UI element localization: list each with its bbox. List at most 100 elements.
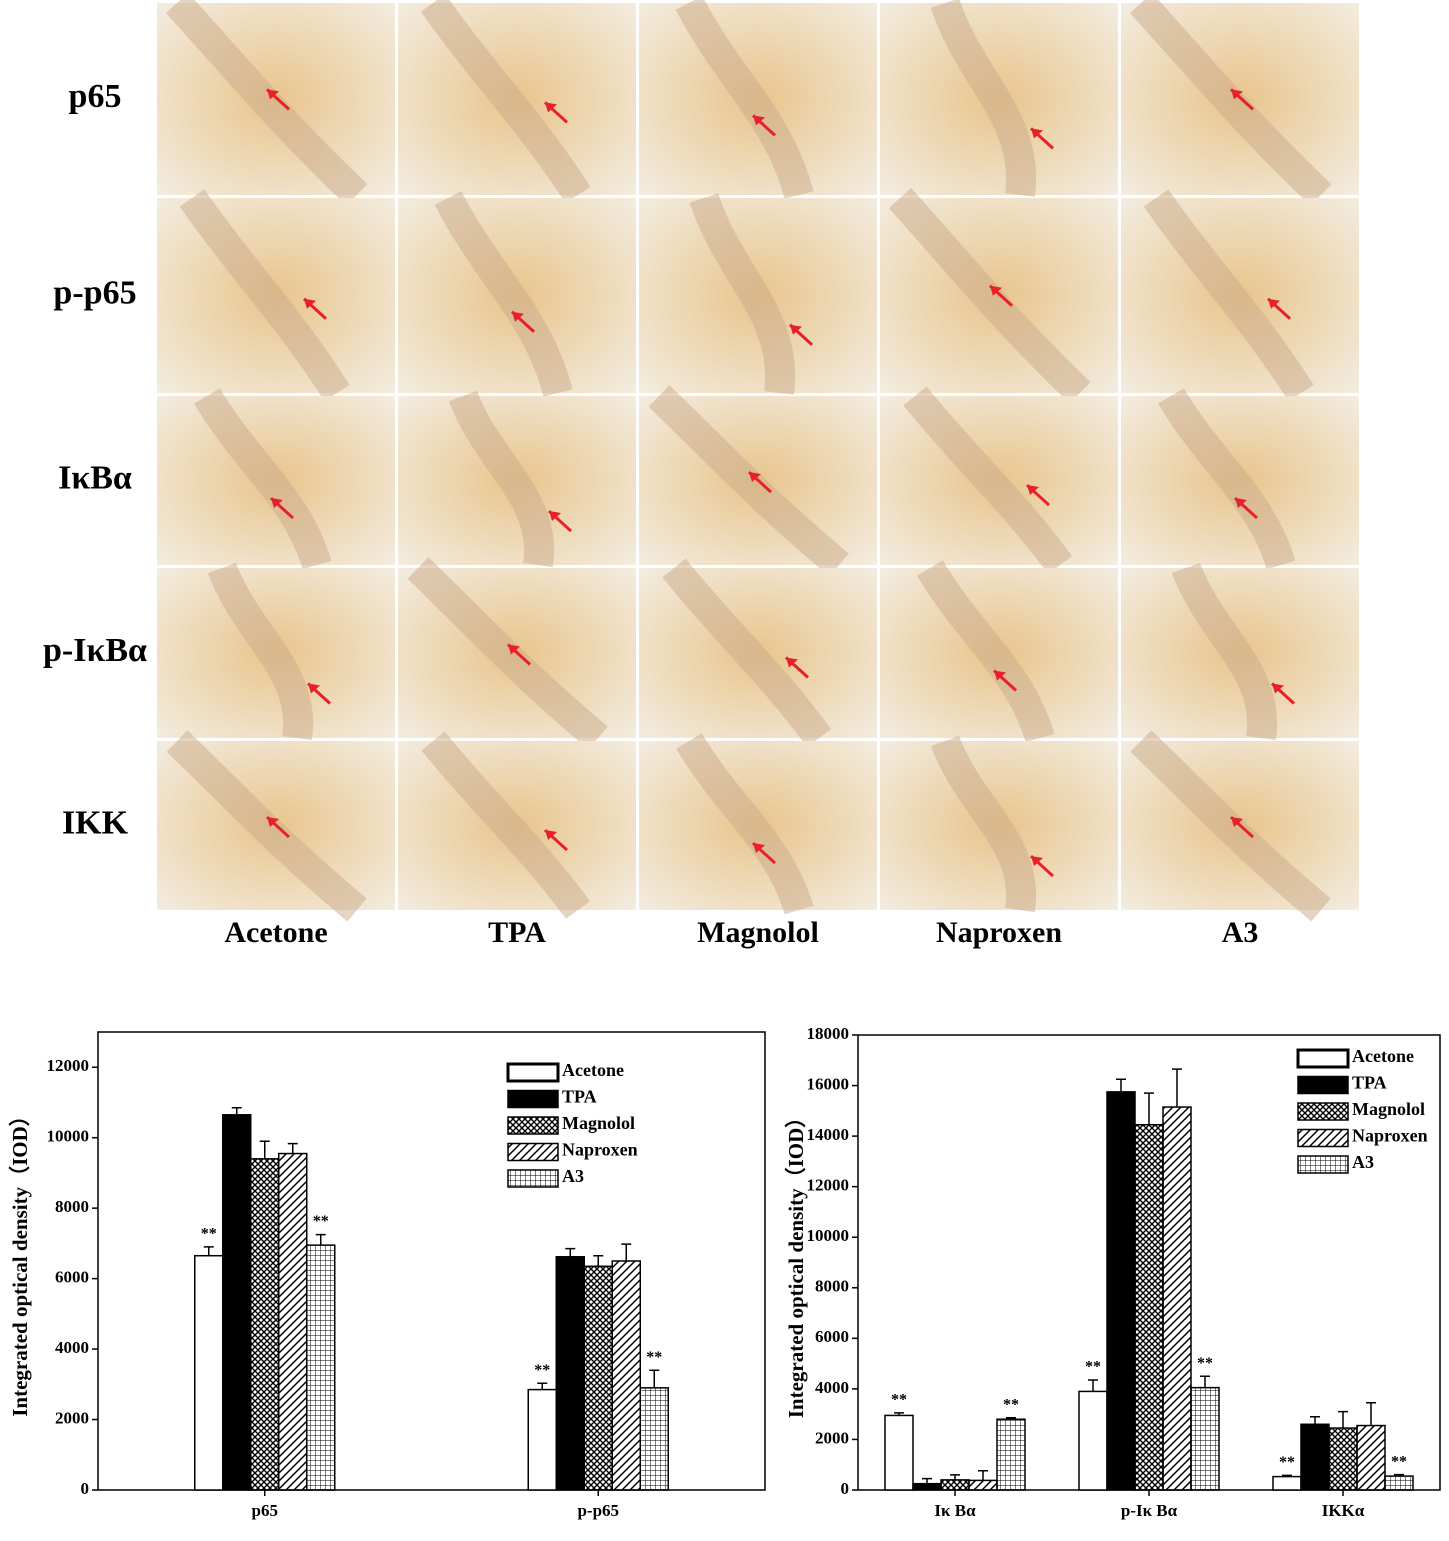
arrow-head [304,298,316,309]
legend-label: Magnolol [562,1113,635,1133]
legend-label: A3 [562,1166,584,1186]
error-bar [1200,1375,1210,1388]
tissue-band [407,557,608,750]
bar [1162,1106,1192,1491]
bar [278,1152,308,1491]
bar [306,1244,336,1491]
error-bar [231,1107,242,1115]
legend-swatch [507,1142,559,1162]
y-tick-label: 4000 [815,1378,849,1397]
bar [912,1482,942,1491]
significance: ** [1197,1355,1213,1372]
error-bar [894,1412,904,1416]
tissue-band [888,187,1091,404]
tissue-band [689,193,796,395]
y-tick-label: 2000 [815,1428,849,1447]
error-bar [203,1246,214,1256]
y-tick-label: 14000 [807,1125,850,1144]
significance: ** [891,1392,907,1409]
legend-label: TPA [1352,1073,1387,1093]
error-bar [1172,1068,1182,1108]
row-label: IKK [62,804,129,841]
x-tick-label: p65 [252,1501,278,1520]
bar [1190,1386,1220,1491]
tissue-band [194,388,332,570]
tissue-band [917,560,1055,743]
bar [1300,1423,1330,1491]
tissue-band [166,730,367,922]
tissue-band [179,189,350,402]
y-tick-label: 0 [841,1479,850,1498]
error-bar [1144,1092,1154,1125]
arrow-head [1235,498,1247,509]
bar [1328,1427,1358,1491]
column-label: Magnolol [697,916,819,949]
tissue-band [1130,730,1331,922]
arrow-head [545,830,557,841]
error-bar [315,1233,326,1246]
row-label: IκBα [58,459,132,496]
error-bar [565,1247,576,1257]
arrow-head [1268,298,1280,309]
column-label: A3 [1222,916,1259,949]
y-tick-label: 10000 [807,1226,850,1245]
tissue-band [434,191,573,397]
error-bar [1394,1473,1404,1477]
x-tick-label: IKKα [1322,1501,1365,1520]
x-tick-label: p-Iκ Bα [1121,1501,1178,1520]
row-label: p65 [69,78,122,115]
bar [611,1260,641,1491]
y-axis-label: Integrated optical density（IOD） [8,1105,32,1417]
legend-swatch [1297,1128,1349,1148]
column-label: Acetone [224,916,327,949]
row-label: p-p65 [53,274,136,311]
significance: ** [1003,1396,1019,1413]
tissue-band [421,731,591,919]
arrow-head [1272,683,1284,694]
x-tick-label: p-p65 [577,1501,619,1520]
y-tick-label: 12000 [807,1176,850,1195]
arrow-head [267,817,279,828]
error-bar [287,1142,298,1154]
legend-swatch [1296,1048,1350,1069]
error-bar [593,1254,604,1267]
tissue-band [420,0,591,204]
y-tick-label: 18000 [807,1024,850,1043]
legend-swatch [507,1116,559,1135]
tissue-band [675,0,814,199]
y-tick-label: 2000 [55,1408,89,1427]
tissue-band [1129,0,1332,206]
arrow-head [990,285,1002,296]
tissue-band [930,0,1037,197]
arrow-head [308,683,320,694]
error-bar [1366,1402,1376,1426]
bar [1272,1475,1302,1491]
y-tick-label: 8000 [815,1277,849,1296]
tissue-band [1143,189,1314,402]
tissue-band [165,0,368,206]
plot-frame [97,1031,766,1491]
y-tick-label: 16000 [807,1074,850,1093]
arrow-head [1031,128,1043,139]
bar [583,1265,613,1491]
bar [968,1479,998,1491]
y-tick-label: 6000 [55,1268,89,1287]
column-label: Naproxen [936,916,1062,949]
error-bar [978,1470,988,1481]
error-bar [1006,1416,1016,1420]
arrow-head [1027,485,1039,496]
bar [1106,1091,1136,1491]
arrow-head [512,311,524,322]
significance: ** [1391,1453,1407,1470]
significance: ** [646,1349,662,1366]
legend-swatch [507,1169,559,1188]
significance: ** [1085,1359,1101,1376]
significance: ** [534,1362,550,1379]
y-tick-label: 12000 [47,1056,90,1075]
arrow-head [545,102,557,113]
error-bar [922,1477,932,1484]
error-bar [1088,1379,1098,1392]
bar [639,1387,669,1491]
arrow-head [786,657,798,668]
bar [250,1158,280,1491]
